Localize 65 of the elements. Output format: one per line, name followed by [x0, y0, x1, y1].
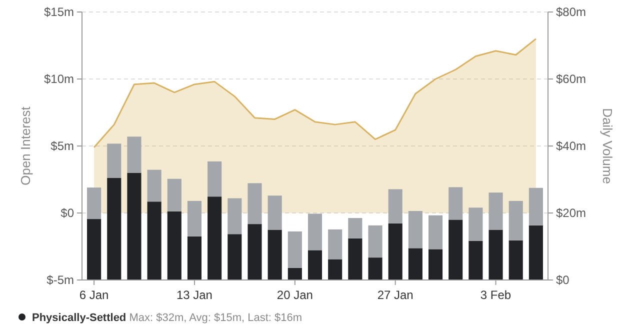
- bar: [508, 240, 523, 280]
- bar: [147, 170, 162, 202]
- bar: [208, 196, 222, 280]
- y-tick-label: $5m: [50, 139, 74, 154]
- y-axis-title: Open Interest: [18, 106, 33, 186]
- y-tick-label: $15m: [44, 5, 74, 20]
- x-tick-label: 6 Jan: [79, 288, 109, 302]
- bar: [187, 200, 202, 236]
- bar: [288, 231, 302, 268]
- bar: [368, 258, 382, 280]
- y2-tick-label: $0: [556, 273, 570, 288]
- bar: [508, 200, 523, 240]
- bar: [388, 223, 402, 280]
- bar: [388, 189, 402, 224]
- x-tick-label: 20 Jan: [276, 288, 313, 302]
- y2-axis-title: Daily Volume: [600, 108, 615, 184]
- bar: [167, 178, 182, 212]
- bar: [147, 202, 162, 280]
- bar: [448, 220, 463, 280]
- bar: [87, 188, 102, 220]
- bar: [187, 236, 202, 280]
- text: Max: $32m, Avg: $15m, Last: $16m: [126, 312, 302, 324]
- bar: [228, 198, 242, 234]
- bar: [308, 250, 322, 280]
- y2-tick-label: $80m: [556, 5, 586, 20]
- bar: [488, 192, 503, 230]
- bar: [127, 136, 142, 173]
- bar: [348, 238, 362, 280]
- bar: [127, 172, 142, 280]
- x-tick-label: 13 Jan: [176, 288, 212, 302]
- bar: [348, 218, 362, 238]
- bar: [408, 248, 422, 280]
- bar: [268, 196, 282, 230]
- y2-tick-label: $20m: [556, 206, 586, 220]
- bar: [528, 225, 543, 280]
- bar: [288, 268, 302, 280]
- bar: [228, 234, 242, 280]
- bar: [268, 230, 282, 280]
- y2-tick-label: $60m: [556, 72, 586, 86]
- legend-label: Physically-Settled: [32, 312, 126, 324]
- bar: [107, 144, 122, 178]
- bar: [468, 240, 483, 280]
- y2-tick-label: $40m: [556, 139, 586, 154]
- bar: [87, 219, 102, 280]
- y-tick-label: $-5m: [46, 273, 74, 288]
- y-tick-label: $10m: [44, 72, 74, 86]
- x-tick-label: 3 Feb: [480, 288, 512, 302]
- x-tick-label: 27 Jan: [377, 288, 414, 302]
- bar: [308, 214, 322, 250]
- y-tick-label: $0: [60, 206, 74, 220]
- bar: [428, 249, 443, 280]
- bar: [328, 259, 342, 280]
- bar: [248, 183, 262, 224]
- bar: [428, 215, 443, 250]
- bar: [328, 229, 342, 260]
- bar: [248, 224, 262, 280]
- bar: [107, 178, 122, 280]
- bar: [408, 210, 422, 248]
- bar: [368, 225, 382, 258]
- bar: [528, 188, 543, 226]
- bar: [208, 161, 222, 197]
- bar: [167, 211, 182, 280]
- bar: [448, 187, 463, 220]
- bar: [488, 230, 503, 280]
- bar: [468, 208, 483, 241]
